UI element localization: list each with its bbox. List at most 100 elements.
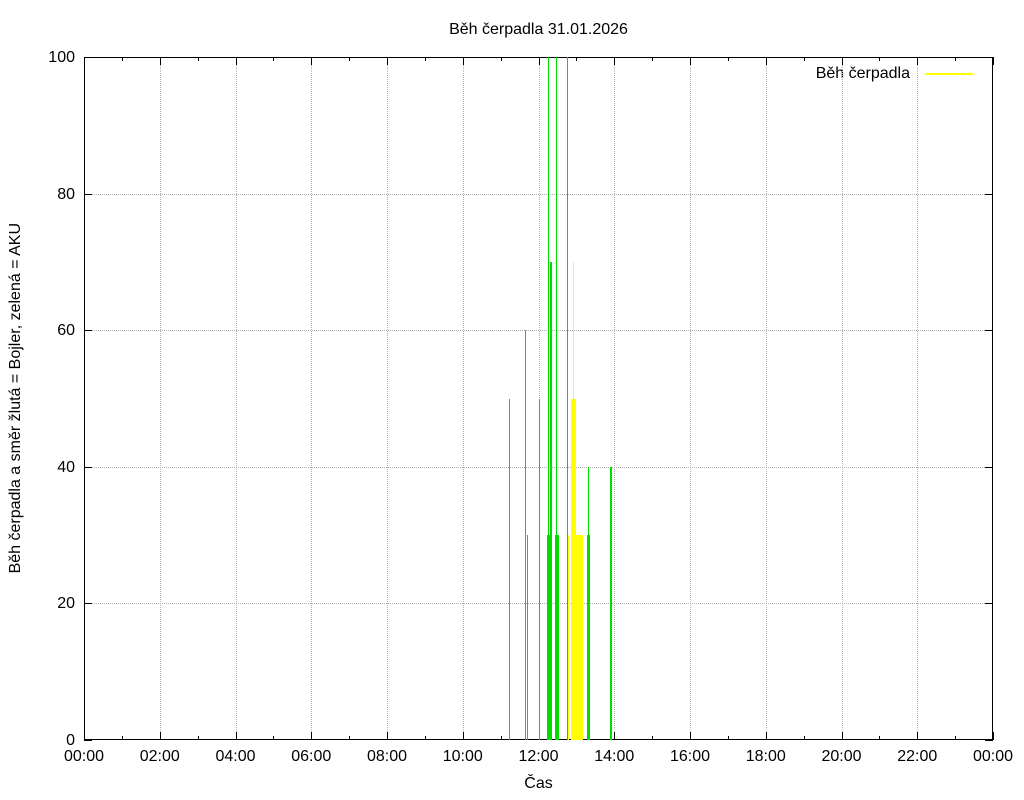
x-tick-label: 22:00	[897, 748, 938, 765]
y-tick-left	[84, 740, 92, 741]
x-tick-top	[424, 57, 426, 61]
x-tick-top	[803, 57, 805, 61]
x-axis-label: Čas	[524, 775, 553, 792]
y-tick-left	[84, 193, 92, 195]
y-tick-right	[985, 740, 993, 741]
x-tick-top	[84, 57, 85, 65]
y-tick-label: 60	[57, 322, 75, 340]
x-tick-label: 00:00	[63, 748, 105, 765]
legend: Běh čerpadla	[790, 65, 973, 83]
x-tick-top	[197, 57, 199, 61]
x-tick-label: 00:00	[972, 748, 1014, 765]
x-tick-bottom	[803, 736, 805, 740]
x-tick-bottom	[690, 732, 691, 740]
x-tick-top	[387, 57, 388, 65]
chart-title: Běh čerpadla 31.01.2026	[449, 21, 628, 38]
impulse-bojler_yellow	[570, 398, 576, 740]
legend-label: Běh čerpadla	[815, 65, 910, 82]
v-gridline	[690, 57, 691, 740]
x-tick-bottom	[727, 736, 729, 740]
y-tick-right	[985, 193, 993, 195]
x-tick-top	[917, 57, 919, 65]
impulse-aku_green	[550, 261, 552, 740]
x-tick-bottom	[462, 732, 464, 740]
y-tick-left	[84, 603, 92, 605]
v-gridline	[614, 57, 616, 740]
x-tick-bottom	[538, 732, 540, 740]
x-tick-bottom	[197, 736, 199, 740]
x-tick-bottom	[121, 736, 123, 740]
x-tick-bottom	[84, 732, 85, 740]
x-tick-top	[235, 57, 237, 65]
impulse-aku_green	[555, 57, 557, 740]
y-axis-label: Běh čerpadla a směr žlutá = Bojler, zele…	[7, 223, 24, 574]
impulse-aku_green	[526, 535, 529, 740]
impulse-bojler_yellow	[573, 261, 575, 740]
x-tick-bottom	[235, 732, 237, 740]
impulse-aku_green	[547, 57, 550, 740]
y-tick-right	[985, 57, 993, 58]
y-axis-label-wrap: Běh čerpadla a směr žlutá = Bojler, zele…	[4, 57, 28, 740]
x-tick-top	[765, 57, 767, 65]
y-tick-label: 80	[57, 185, 75, 203]
x-tick-top	[576, 57, 578, 61]
x-tick-label: 18:00	[745, 748, 786, 765]
x-tick-label: 16:00	[669, 748, 711, 765]
x-tick-label: 20:00	[821, 748, 862, 765]
x-tick-bottom	[273, 736, 275, 740]
x-tick-label: 06:00	[291, 748, 332, 765]
x-tick-top	[462, 57, 464, 65]
x-tick-bottom	[424, 736, 426, 740]
x-tick-top	[879, 57, 881, 61]
x-tick-top	[841, 57, 843, 65]
x-tick-bottom	[311, 732, 313, 740]
x-tick-top	[121, 57, 123, 61]
x-tick-top	[727, 57, 729, 61]
y-tick-label: 0	[66, 732, 75, 749]
impulse-aku_green	[587, 466, 589, 740]
v-gridline	[159, 57, 161, 740]
v-gridline	[235, 57, 237, 740]
x-tick-label: 12:00	[518, 748, 559, 765]
x-tick-bottom	[349, 736, 351, 740]
impulse-aku_green	[547, 535, 552, 740]
impulse-aku_green	[566, 57, 569, 740]
x-tick-label: 10:00	[442, 748, 483, 765]
impulse-aku_green	[525, 330, 527, 740]
x-tick-bottom	[993, 732, 994, 740]
x-tick-top	[614, 57, 616, 65]
impulse-aku_green	[539, 398, 541, 740]
v-gridline	[462, 57, 464, 740]
x-tick-bottom	[500, 736, 502, 740]
x-tick-bottom	[955, 736, 957, 740]
x-tick-top	[500, 57, 502, 61]
y-tick-left	[84, 57, 92, 58]
impulse-bojler_yellow	[570, 535, 583, 740]
x-tick-top	[159, 57, 161, 65]
y-tick-left	[84, 330, 92, 332]
x-tick-top	[349, 57, 351, 61]
v-gridline	[765, 57, 767, 740]
x-tick-bottom	[841, 732, 843, 740]
y-tick-left	[84, 466, 92, 468]
y-tick-right	[985, 330, 993, 332]
v-gridline	[538, 57, 540, 740]
x-tick-top	[690, 57, 691, 65]
x-tick-label: 14:00	[594, 748, 635, 765]
x-tick-bottom	[917, 732, 919, 740]
x-tick-top	[955, 57, 957, 61]
x-tick-bottom	[879, 736, 881, 740]
impulse-aku_green	[610, 466, 612, 740]
x-tick-bottom	[614, 732, 616, 740]
x-tick-bottom	[765, 732, 767, 740]
x-tick-label: 08:00	[366, 748, 408, 765]
x-tick-label: 04:00	[215, 748, 256, 765]
x-tick-top	[652, 57, 654, 61]
x-tick-top	[311, 57, 313, 65]
impulse-aku_green	[508, 398, 511, 740]
v-gridline	[917, 57, 919, 740]
y-tick-label: 100	[48, 49, 75, 66]
x-tick-bottom	[387, 732, 388, 740]
y-tick-right	[985, 603, 993, 605]
